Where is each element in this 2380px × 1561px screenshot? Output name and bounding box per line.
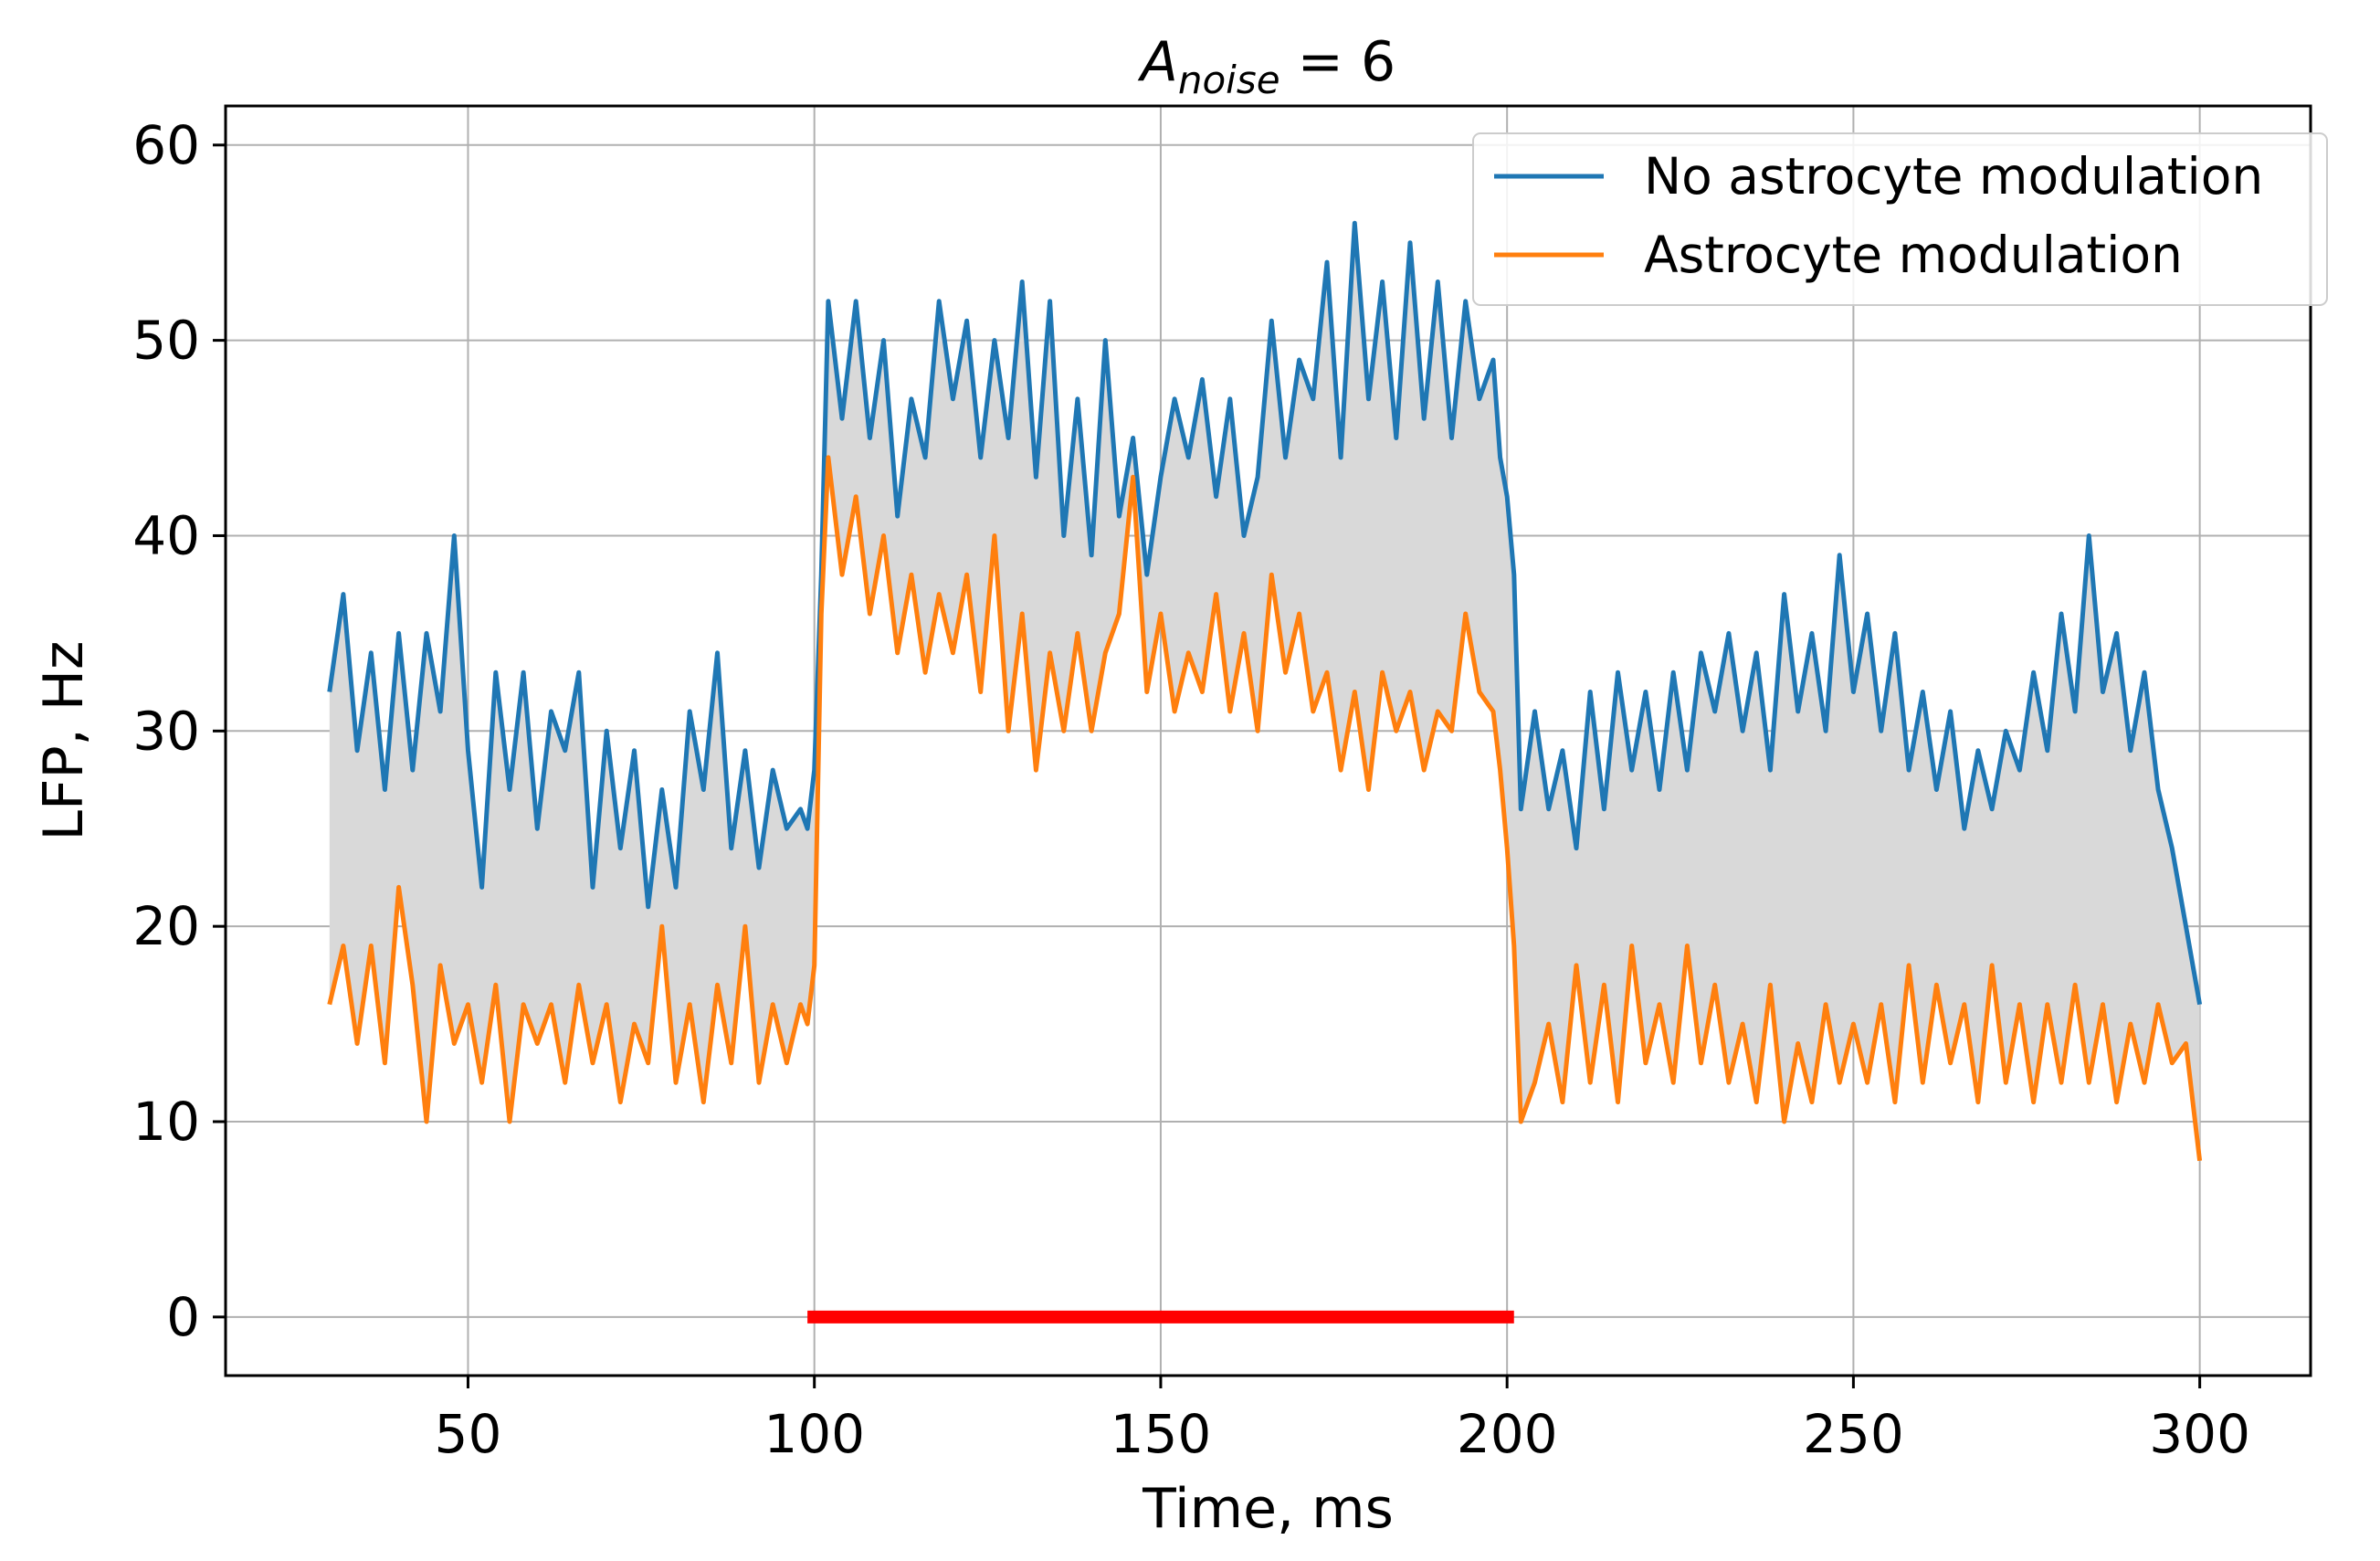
y-tick-label: 20 <box>132 895 200 957</box>
series-line-astrocyte <box>327 455 2203 1162</box>
x-axis-label: Time, ms <box>1142 1477 1394 1541</box>
tick-marks <box>213 143 2202 1388</box>
y-axis-label: LFP, Hz <box>32 641 96 841</box>
title-main: A <box>1137 30 1178 94</box>
y-tick-label: 60 <box>132 114 200 176</box>
fill-between <box>329 223 2200 1161</box>
title-subscript: noise <box>1178 58 1280 102</box>
legend-box <box>1472 132 2328 306</box>
x-tick-label: 100 <box>763 1403 865 1465</box>
axes-frame <box>224 104 2312 1377</box>
x-tick-label: 150 <box>1111 1403 1212 1465</box>
legend-label-no-astrocyte: No astrocyte modulation <box>1644 147 2263 206</box>
fill-between-area <box>329 223 2200 1161</box>
x-tick-label: 200 <box>1457 1403 1558 1465</box>
series-line-no-astrocyte <box>327 220 2203 1006</box>
y-tick-label: 50 <box>132 310 200 372</box>
chart-title: Anoise = 6 <box>1137 30 1395 102</box>
y-tick-label: 30 <box>132 700 200 762</box>
x-tick-label: 50 <box>435 1403 502 1465</box>
y-tick-label: 0 <box>166 1286 200 1348</box>
legend-label-astrocyte: Astrocyte modulation <box>1644 226 2183 284</box>
legend: No astrocyte modulation Astrocyte modula… <box>1472 132 2328 306</box>
title-rest: = 6 <box>1280 30 1396 94</box>
y-tick-label: 40 <box>132 504 200 566</box>
y-tick-label: 10 <box>132 1091 200 1153</box>
x-tick-label: 300 <box>2149 1403 2250 1465</box>
x-tick-label: 250 <box>1803 1403 1904 1465</box>
tick-labels: 50 100 150 200 250 300 0 10 20 30 40 50 60 <box>132 114 2250 1465</box>
series-lines <box>327 220 2203 1162</box>
